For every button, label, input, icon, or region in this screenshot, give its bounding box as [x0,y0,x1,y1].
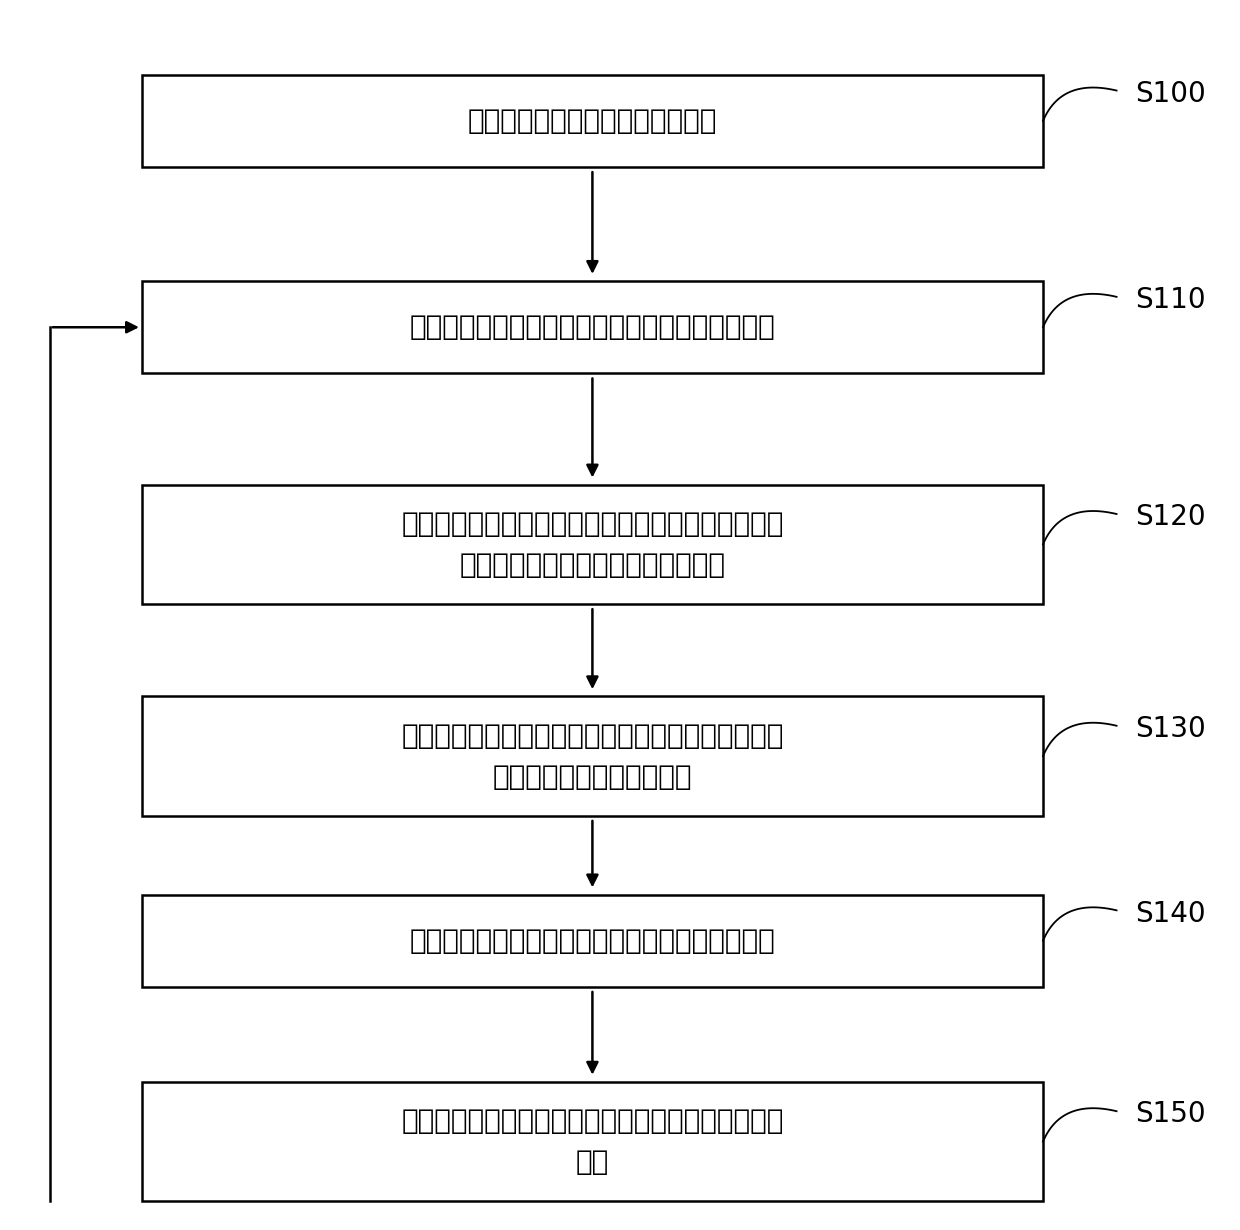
Text: S120: S120 [1135,503,1205,531]
FancyBboxPatch shape [141,696,1043,815]
Text: 客户端对接收的运算结果进行处理，并删除已创建的
线程: 客户端对接收的运算结果进行处理，并删除已创建的 线程 [402,1107,784,1176]
FancyBboxPatch shape [141,75,1043,167]
Text: S130: S130 [1135,715,1205,743]
Text: 客户端创建多个线程，并由所述线程将独立计算任务
分别分配至多个服务器及客户端自身: 客户端创建多个线程，并由所述线程将独立计算任务 分别分配至多个服务器及客户端自身 [402,509,784,579]
Text: S140: S140 [1135,899,1205,927]
Text: 客户端将复杂计算任务划分为一系列独立计算任务: 客户端将复杂计算任务划分为一系列独立计算任务 [409,314,775,341]
FancyBboxPatch shape [141,485,1043,604]
Text: 多个服务器及客户端采用分布式并行计算方法对分配
到的独立计算任务进行运算: 多个服务器及客户端采用分布式并行计算方法对分配 到的独立计算任务进行运算 [402,722,784,791]
Text: S100: S100 [1135,80,1205,108]
FancyBboxPatch shape [141,282,1043,374]
Text: 客户端与多个服务器建立网络联接: 客户端与多个服务器建立网络联接 [467,107,717,135]
FancyBboxPatch shape [141,894,1043,986]
Text: 客户端接收多个服务中的各服务器返回的运算结果: 客户端接收多个服务中的各服务器返回的运算结果 [409,926,775,954]
FancyBboxPatch shape [141,1082,1043,1202]
Text: S110: S110 [1135,287,1205,314]
Text: S150: S150 [1135,1101,1205,1128]
